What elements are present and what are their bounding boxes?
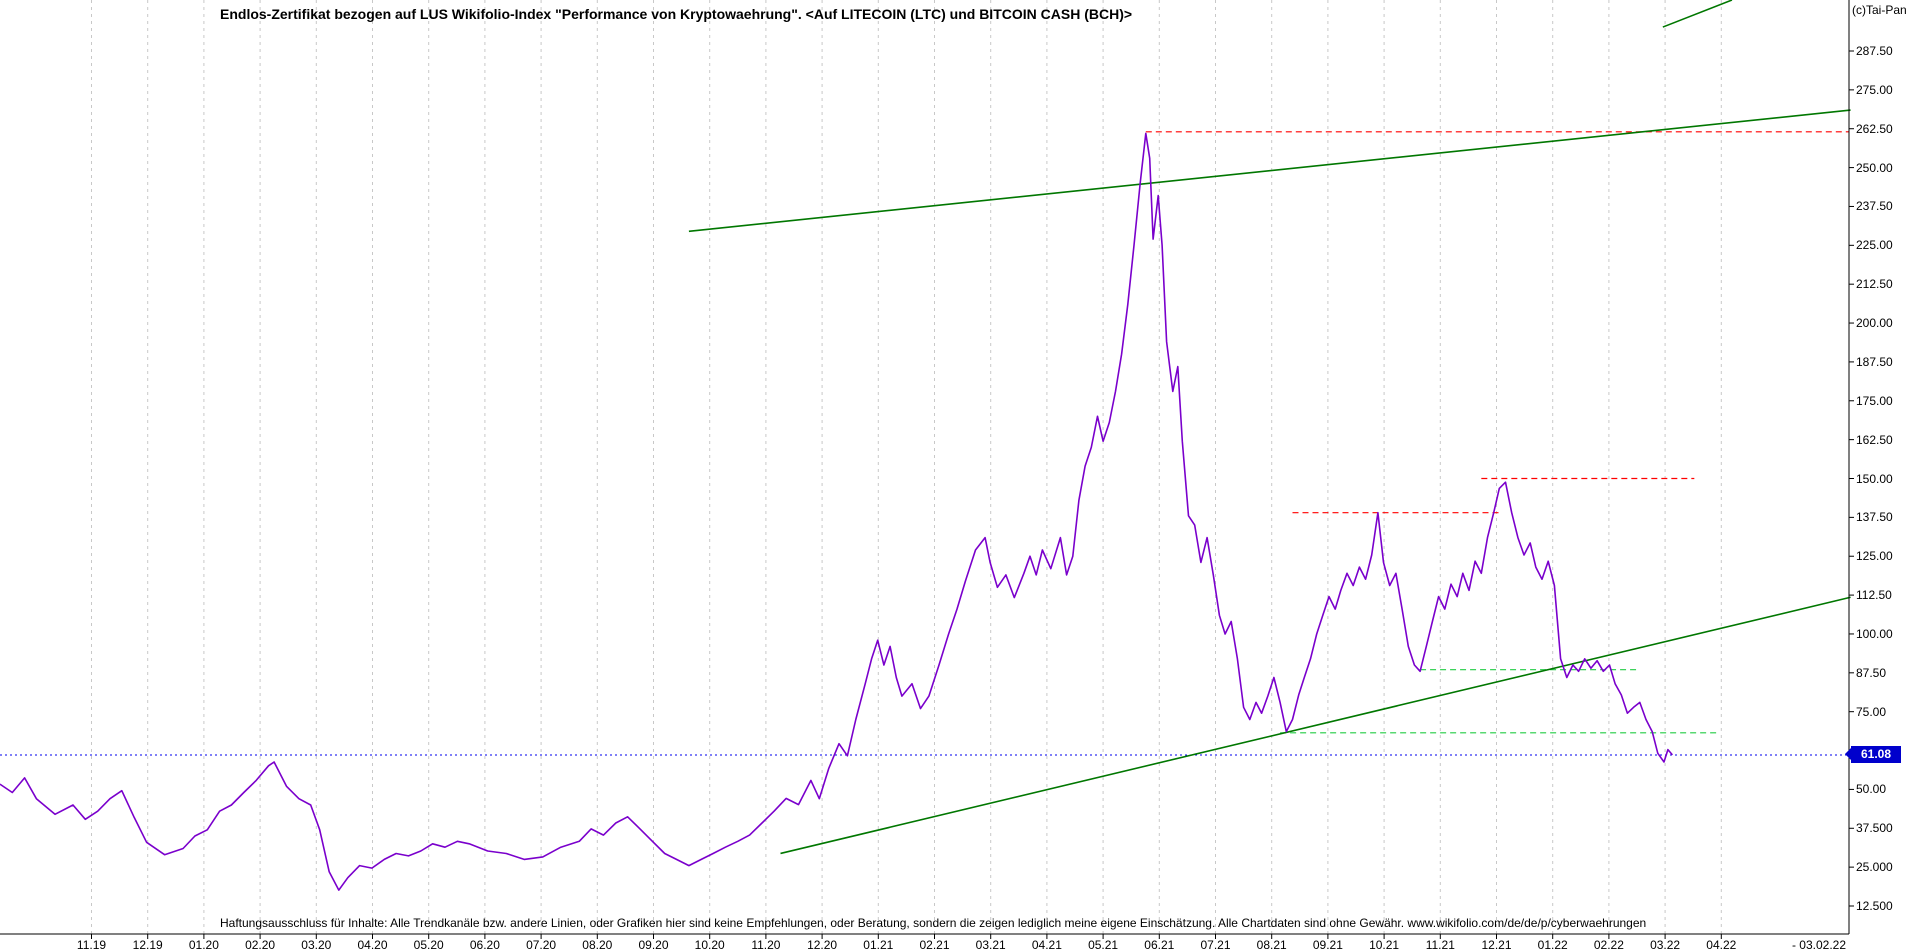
current-price-tag: 61.08	[1845, 745, 1901, 763]
price-tag-arrow-icon	[1845, 748, 1851, 761]
disclaimer-text: Haftungsausschluss für Inhalte: Alle Tre…	[220, 916, 1647, 930]
end-date-label: - 03.02.22	[1791, 938, 1846, 952]
current-price-value: 61.08	[1860, 747, 1892, 762]
brand-label: (c)Tai-Pan	[1852, 3, 1907, 17]
plot-area[interactable]	[0, 0, 1849, 934]
chart-title: Endlos-Zertifikat bezogen auf LUS Wikifo…	[220, 6, 1133, 22]
